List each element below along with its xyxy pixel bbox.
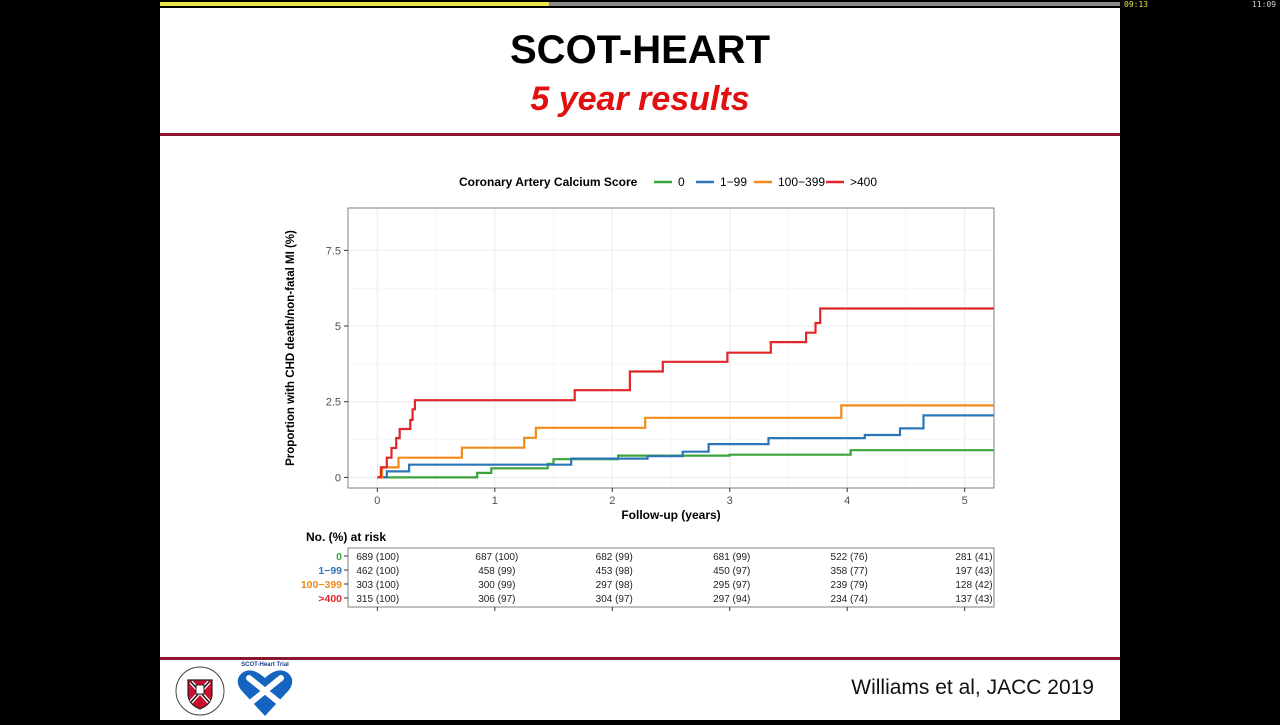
slide-title: SCOT-HEART [510,28,770,72]
risk-table-cell: 358 (77) [831,566,868,577]
risk-table-row-label: 100−399 [301,579,342,591]
video-progress-bar[interactable] [160,2,1120,6]
risk-table-cell: 450 (97) [713,566,750,577]
risk-table-cell: 453 (98) [596,566,633,577]
risk-table-cell: 458 (99) [478,566,515,577]
legend-label: >400 [850,175,877,189]
slide-subtitle: 5 year results [530,80,750,118]
risk-table-cell: 128 (42) [955,580,992,591]
x-tick-label: 3 [727,495,733,507]
series-line->400 [377,307,994,479]
x-tick-label: 5 [962,495,968,507]
risk-table-cell: 522 (76) [831,552,868,563]
risk-table-row-label: 1−99 [318,565,342,577]
risk-table-cell: 304 (97) [596,594,633,605]
risk-table-cell: 303 (100) [356,580,399,591]
risk-table-cell: 137 (43) [955,594,992,605]
risk-table-cell: 197 (43) [955,566,992,577]
risk-table-cell: 239 (79) [831,580,868,591]
y-tick-label: 7.5 [326,245,341,257]
risk-table-cell: 297 (94) [713,594,750,605]
legend-label: 1−99 [720,175,747,189]
scot-heart-logo: SCOT-Heart Trial [234,658,296,720]
series-line-0 [377,449,994,479]
legend-title: Coronary Artery Calcium Score [459,175,638,189]
x-tick-label: 2 [609,495,615,507]
x-axis-title: Follow-up (years) [621,508,720,522]
y-tick-label: 0 [335,472,341,484]
risk-table-cell: 462 (100) [356,566,399,577]
citation: Williams et al, JACC 2019 [851,676,1094,699]
legend-label: 0 [678,175,685,189]
y-axis-title: Proportion with CHD death/non-fatal MI (… [285,230,297,466]
series-line-1−99 [377,414,994,479]
x-tick-label: 1 [492,495,498,507]
risk-table-cell: 234 (74) [831,594,868,605]
risk-table-cell: 281 (41) [955,552,992,563]
risk-table-cell: 306 (97) [478,594,515,605]
top-divider [160,133,1120,136]
x-tick-label: 0 [374,495,380,507]
plot-border [347,207,995,489]
x-tick-label: 4 [844,495,850,507]
risk-table-cell: 315 (100) [356,594,399,605]
slide: SCOT-HEART 5 year results 0 1 2 3 4 5 0 2.5 5 7.5… [160,8,1120,720]
risk-table-row-label: >400 [318,593,342,605]
risk-table-panel [347,547,995,608]
risk-table-row-label: 0 [336,551,342,563]
km-chart: 0 1 2 3 4 5 0 2.5 5 7.5 Follow-up (years) Proportio… [285,175,995,611]
scot-heart-trial-icon: SCOT-Heart Trial [237,662,293,716]
risk-table-cell: 297 (98) [596,580,633,591]
risk-table-cell: 689 (100) [356,552,399,563]
risk-table-cell: 687 (100) [475,552,518,563]
risk-table-header: No. (%) at risk [306,530,386,544]
elapsed-time: 09:13 [1124,0,1149,9]
video-progress-fill [160,2,549,6]
y-tick-label: 2.5 [326,397,341,409]
legend-label: 100−399 [778,175,825,189]
university-edinburgh-logo-icon [175,666,225,716]
series-line-100−399 [377,404,994,479]
risk-table-cell: 681 (99) [713,552,750,563]
risk-table-cell: 682 (99) [596,552,633,563]
y-tick-label: 5 [335,321,341,333]
bottom-divider [160,657,1120,660]
total-time: 11:09 [1252,0,1277,9]
risk-table-cell: 300 (99) [478,580,515,591]
scot-heart-trial-label: SCOT-Heart Trial [241,662,289,668]
risk-table-cell: 295 (97) [713,580,750,591]
